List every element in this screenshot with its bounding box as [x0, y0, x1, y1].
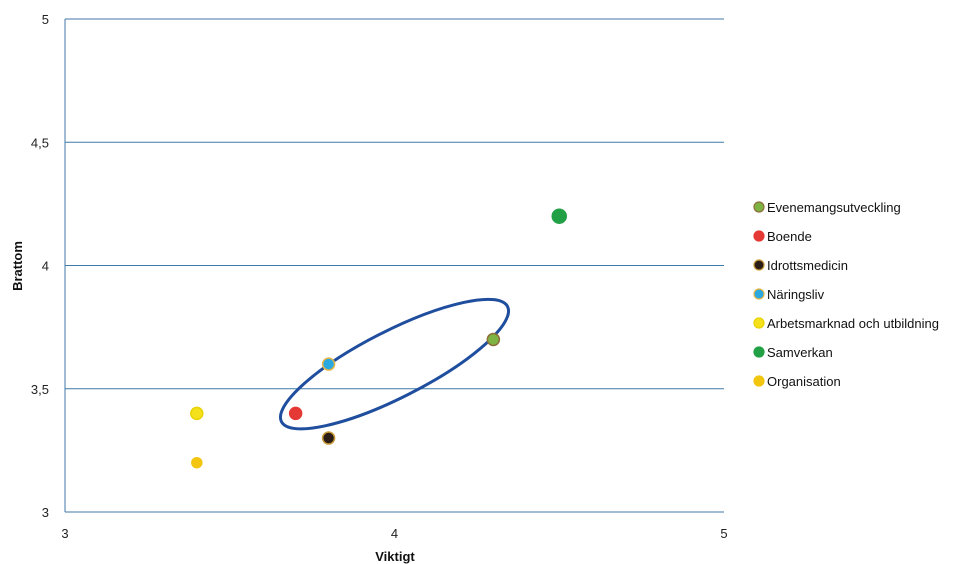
x-axis-title: Viktigt — [375, 549, 415, 564]
legend-label: Organisation — [767, 374, 841, 389]
legend-label: Idrottsmedicin — [767, 258, 848, 273]
y-tick-label: 5 — [42, 12, 49, 27]
legend: Evenemangsutveckling Boende Idrottsmedicin… — [753, 200, 939, 389]
point-n-ringsliv — [321, 357, 336, 371]
point-samverkan — [551, 208, 567, 224]
tick-labels: 3 3,5 4 4,5 5 3 4 5 — [31, 12, 728, 541]
y-tick-label: 3 — [42, 505, 49, 520]
legend-marker — [753, 288, 765, 300]
legend-marker — [753, 346, 765, 358]
x-tick-label: 4 — [391, 526, 398, 541]
highlight-ellipse — [278, 297, 511, 431]
annotations — [278, 297, 511, 431]
y-axis-title: Brattom — [10, 241, 25, 291]
point-evenemangsutveckling — [486, 332, 501, 347]
gridlines — [65, 18, 724, 513]
legend-label: Arbetsmarknad och utbildning — [767, 316, 939, 331]
legend-label: Samverkan — [767, 345, 833, 360]
y-tick-label: 4 — [42, 259, 49, 274]
point-arbetsmarknad-och-utbildning — [190, 406, 204, 421]
y-tick-label: 4,5 — [31, 135, 49, 150]
legend-marker — [753, 375, 765, 387]
y-tick-label: 3,5 — [31, 382, 49, 397]
point-organisation — [191, 456, 203, 469]
legend-marker — [753, 317, 765, 329]
point-boende — [288, 406, 303, 421]
data-points — [190, 208, 567, 469]
point-idrottsmedicin — [321, 431, 336, 445]
legend-marker — [753, 201, 765, 213]
x-tick-label: 5 — [720, 526, 727, 541]
legend-marker — [753, 259, 765, 271]
legend-label: Näringsliv — [767, 287, 825, 302]
x-tick-label: 3 — [61, 526, 68, 541]
legend-label: Boende — [767, 229, 812, 244]
legend-label: Evenemangsutveckling — [767, 200, 901, 215]
legend-marker — [753, 230, 765, 242]
